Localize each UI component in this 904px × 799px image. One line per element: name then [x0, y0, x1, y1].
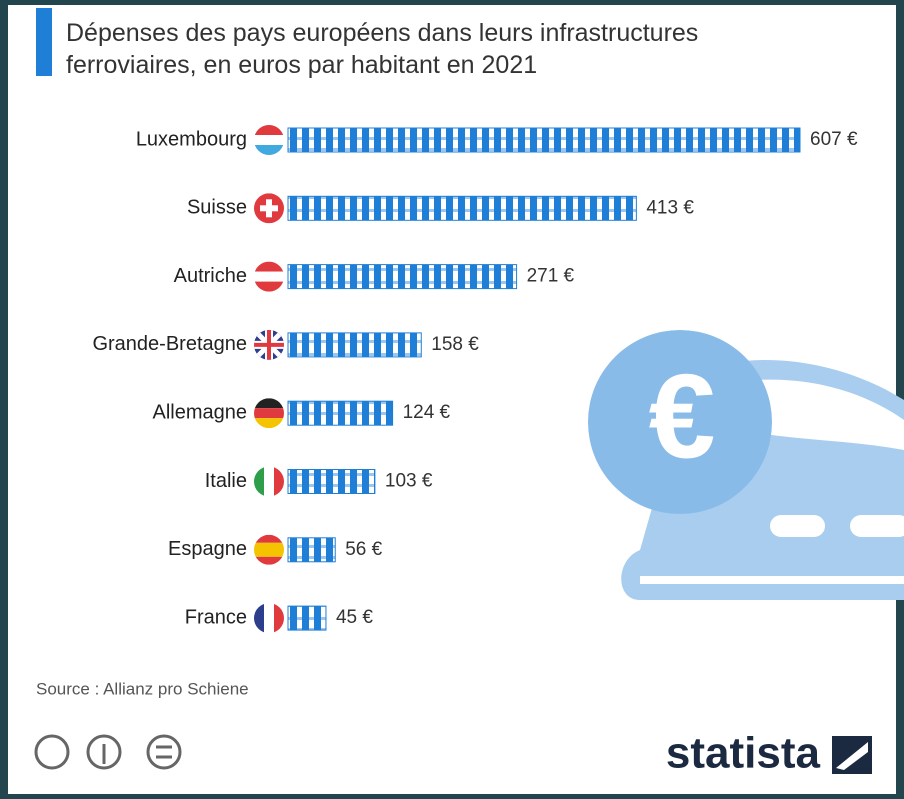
- brand-logo-mark: [836, 742, 868, 770]
- category-label: Luxembourg: [136, 128, 247, 150]
- flag: [254, 125, 284, 155]
- category-label: Grande-Bretagne: [92, 333, 247, 355]
- flag-stripe: [274, 466, 284, 497]
- bar: [287, 469, 376, 494]
- value-label: 413 €: [646, 197, 694, 218]
- flag-stripe: [274, 603, 284, 634]
- svg-text:€: €: [649, 350, 716, 484]
- title-accent: [36, 8, 52, 76]
- value-label: 124 €: [403, 402, 451, 423]
- flag-stripe: [264, 603, 274, 634]
- flag-stripe: [254, 603, 264, 634]
- category-label: France: [185, 606, 247, 628]
- chart-title: Dépenses des pays européens dans leurs i…: [66, 19, 698, 79]
- flag: [254, 603, 284, 634]
- value-label: 45 €: [336, 607, 373, 628]
- flag-stripe: [254, 261, 284, 272]
- flag-stripe: [254, 271, 284, 282]
- bar: [287, 400, 394, 426]
- category-label: Autriche: [174, 265, 247, 287]
- flag-stripe: [254, 125, 284, 135]
- flag: [254, 534, 284, 565]
- bar: [287, 605, 327, 631]
- flag-stripe: [254, 418, 284, 429]
- flag-cross: [260, 205, 278, 212]
- flag-stripe: [254, 466, 264, 497]
- category-label: Allemagne: [152, 401, 247, 423]
- value-label: 607 €: [810, 129, 858, 150]
- flag: [254, 466, 284, 497]
- flag: [254, 398, 284, 429]
- flag: [254, 329, 284, 360]
- source: Source : Allianz pro Schiene: [36, 679, 249, 698]
- value-label: 158 €: [431, 334, 479, 355]
- flag-stripe: [254, 542, 284, 557]
- value-label: 56 €: [345, 539, 382, 560]
- flag-stripe: [254, 145, 284, 155]
- train-illustration: €: [588, 330, 904, 600]
- bar: [287, 264, 518, 290]
- bar: [287, 537, 336, 563]
- flag-stripe: [254, 534, 284, 543]
- category-label: Italie: [205, 470, 247, 492]
- license-icons: [34, 734, 182, 770]
- bar: [287, 127, 801, 153]
- flag-stripe: [254, 398, 284, 409]
- flag: [254, 193, 284, 224]
- category-label: Espagne: [168, 538, 247, 560]
- bar: [287, 332, 422, 358]
- value-label: 271 €: [527, 266, 575, 287]
- flag-cross: [254, 329, 284, 360]
- brand: statista: [666, 729, 821, 778]
- flag: [254, 261, 284, 292]
- value-label: 103 €: [385, 471, 433, 492]
- flag-stripe: [264, 466, 274, 497]
- flag-stripe: [254, 135, 284, 145]
- flag-stripe: [254, 408, 284, 419]
- bar: [287, 195, 637, 221]
- flag-stripe: [254, 281, 284, 292]
- category-label: Suisse: [187, 197, 247, 219]
- flag-stripe: [254, 556, 284, 565]
